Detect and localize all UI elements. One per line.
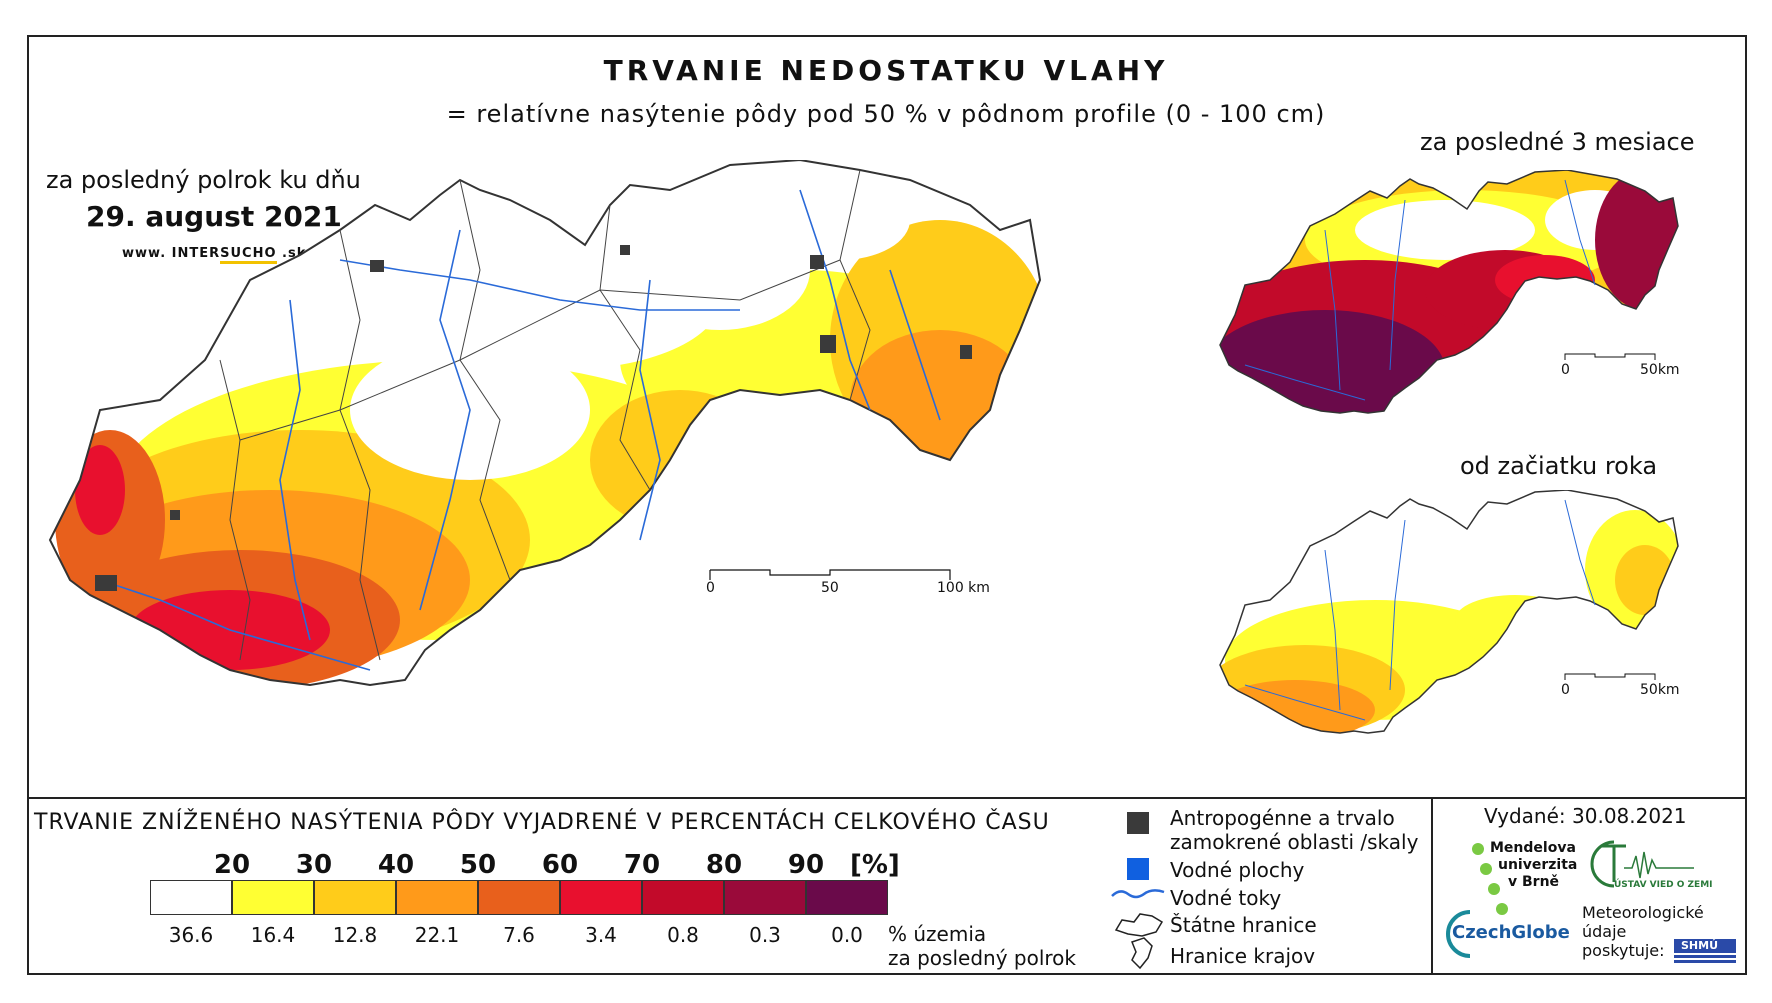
legend-share-value: 0.3 [749, 923, 781, 947]
legend-swatch [724, 880, 806, 915]
main-region-borders [219, 169, 871, 661]
legend-tick-label: 20 [213, 850, 251, 880]
legend-unit: [%] [850, 850, 900, 880]
legend-tick-label: 40 [377, 850, 415, 880]
river-icon [1111, 889, 1165, 899]
meteo-line1: Meteorologické [1582, 903, 1704, 922]
mendel-logo-dot [1472, 843, 1484, 855]
mendel-logo-dot [1488, 883, 1500, 895]
legend-share-value: 22.1 [414, 923, 460, 947]
issued-date: Vydané: 30.08.2021 [1484, 804, 1687, 828]
inset-3m-rivers [1244, 179, 1596, 401]
credits-divider [1431, 797, 1433, 975]
map-title: TRVANIE NEDOSTATKU VLAHY [603, 54, 1169, 87]
inset-3m-scale-50: 50km [1640, 362, 1680, 378]
mendel-logo-dot [1480, 863, 1492, 875]
key-anthropogenic: Antropogénne a trvalo zamokrené oblasti … [1170, 806, 1418, 854]
period-label: za posledný polrok ku dňu [46, 166, 361, 194]
legend-share-value: 36.6 [168, 923, 214, 947]
main-scale-100: 100 km [937, 580, 990, 596]
legend-share-caption: % územia za posledný polrok [888, 922, 1076, 970]
legend-swatch [642, 880, 724, 915]
legend-share-caption-line1: % územia [888, 922, 987, 946]
anthropogenic-swatch [1127, 812, 1149, 834]
legend-share-value: 16.4 [250, 923, 296, 947]
mendel-line3: v Brně [1508, 874, 1560, 890]
inset-year-scale-bar: 0 50km [1561, 673, 1680, 698]
main-state-border [48, 160, 1042, 687]
inset-3m-map: 0 50km [1219, 170, 1680, 414]
legend-swatch [560, 880, 642, 915]
inset-year-scale-0: 0 [1561, 682, 1570, 698]
meteo-line2: údaje [1582, 922, 1627, 941]
shmu-logo [1674, 939, 1736, 963]
mendel-logo-dot [1496, 903, 1508, 915]
key-water-bodies: Vodné plochy [1170, 858, 1305, 882]
meteo-line3: poskytuje: [1582, 941, 1665, 960]
legend-tick-label: 80 [705, 850, 743, 880]
legend-share-value: 0.0 [831, 923, 863, 947]
legend-tick-label: 60 [541, 850, 579, 880]
website-link[interactable]: www. INTERSUCHO .sk [122, 246, 306, 264]
ustav-logo [1590, 840, 1694, 888]
legend-swatch [314, 880, 396, 915]
main-scale-0: 0 [706, 580, 715, 596]
mendel-line2: univerzita [1498, 857, 1578, 873]
legend-swatch [396, 880, 478, 915]
state-border-icon [1114, 913, 1164, 937]
key-region-border: Hranice krajov [1170, 944, 1316, 968]
website-highlight: SUCHO [220, 246, 277, 264]
key-state-border: Štátne hranice [1170, 913, 1317, 937]
inset-3m-label: za posledné 3 mesiace [1420, 128, 1695, 156]
inset-year-label: od začiatku roka [1460, 452, 1658, 480]
main-scale-bar: 0 50 100 km [706, 569, 990, 596]
legend-swatch [232, 880, 314, 915]
legend-tick-label: 70 [623, 850, 661, 880]
key-anthropogenic-line1: Antropogénne a trvalo [1170, 806, 1395, 830]
legend-share-value: 12.8 [332, 923, 378, 947]
mendel-line1: Mendelova [1490, 840, 1576, 856]
inset-3m-fill [1220, 170, 1678, 413]
inset-3m-scale-0: 0 [1561, 362, 1570, 378]
legend-share-caption-line2: za posledný polrok [888, 946, 1076, 970]
meteo-credit: Meteorologické údaje poskytuje: [1582, 903, 1704, 960]
legend-swatch [478, 880, 560, 915]
main-anthropogenic-areas [95, 245, 972, 591]
legend-share-value: 7.6 [503, 923, 535, 947]
key-anthropogenic-line2: zamokrené oblasti /skaly [1170, 830, 1419, 854]
czechglobe-logo-text: CzechGlobe [1452, 922, 1570, 943]
legend-tick-label: 30 [295, 850, 333, 880]
inset-3m-scale-bar: 0 50km [1561, 353, 1680, 378]
inset-year-rivers [1244, 499, 1596, 721]
ustav-logo-text: ÚSTAV VIED O ZEMI [1614, 880, 1713, 890]
legend-share-value: 3.4 [585, 923, 617, 947]
inset-year-fill [1220, 490, 1678, 733]
legend-divider [27, 797, 1747, 799]
mendel-logo-text: Mendelova univerzita v Brně [1490, 840, 1577, 891]
main-map-fill [50, 160, 1040, 685]
main-map: 0 50 100 km [48, 160, 1042, 687]
shmu-logo-text: SHMÚ [1681, 939, 1719, 952]
water-swatch [1127, 858, 1149, 880]
inset-year-map: 0 50km [1219, 490, 1680, 734]
date-label: 29. august 2021 [86, 200, 342, 233]
legend-swatch [806, 880, 888, 915]
region-border-icon [1131, 937, 1153, 970]
legend-title: TRVANIE ZNÍŽENÉHO NASÝTENIA PÔDY VYJADRE… [34, 810, 1050, 835]
legend-tick-label: 90 [787, 850, 825, 880]
czechglobe-logo-arc [1446, 910, 1471, 958]
legend-swatch [150, 880, 232, 915]
inset-3m-border [1219, 170, 1679, 414]
main-scale-50: 50 [821, 580, 839, 596]
main-rivers [99, 189, 941, 671]
map-subtitle: = relatívne nasýtenie pôdy pod 50 % v pô… [446, 100, 1326, 128]
key-rivers: Vodné toky [1170, 886, 1282, 910]
inset-year-scale-50: 50km [1640, 682, 1680, 698]
legend-tick-label: 50 [459, 850, 497, 880]
website-prefix: www. INTER [122, 246, 221, 261]
legend-share-value: 0.8 [667, 923, 699, 947]
inset-year-border [1219, 490, 1679, 734]
